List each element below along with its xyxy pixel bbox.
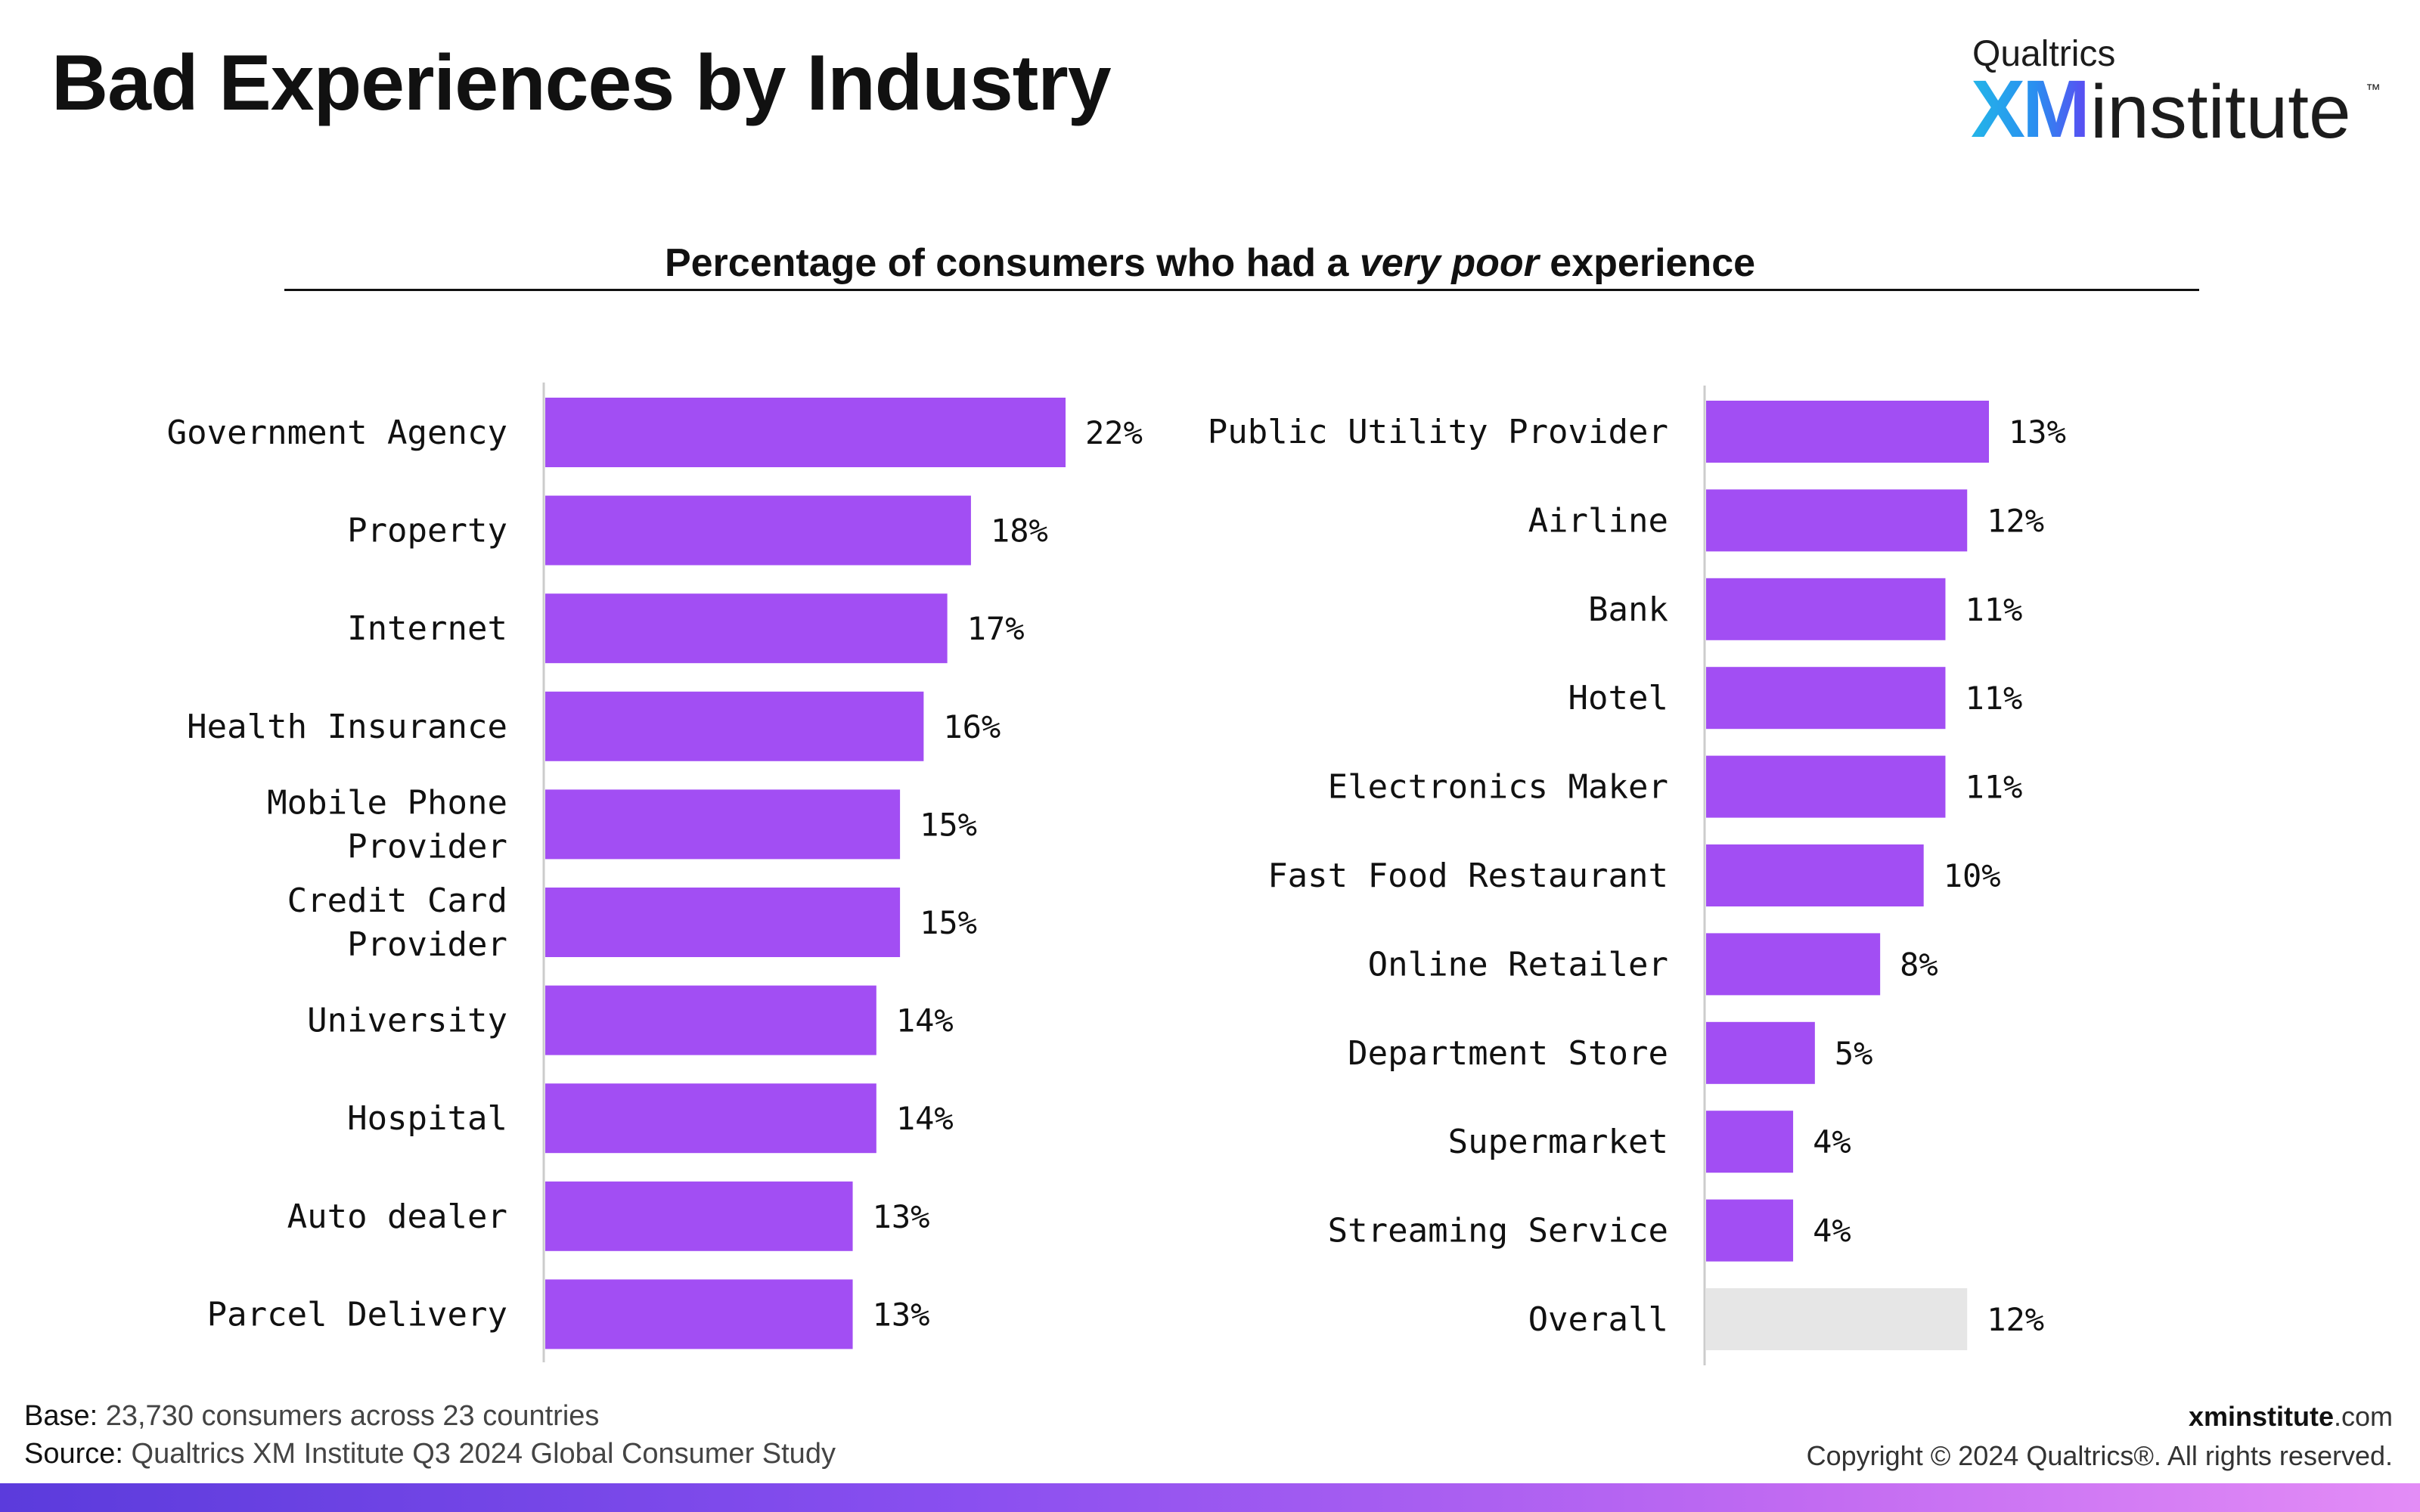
chart-2-bar (1706, 667, 1946, 730)
chart-1-bar (545, 691, 924, 761)
chart-1-category-label: Health Insurance (187, 708, 507, 746)
chart-2-bar (1706, 1021, 1815, 1084)
chart-1-value-label: 15% (920, 806, 977, 843)
chart-1-bar (545, 1083, 876, 1154)
chart-1-value-label: 13% (873, 1296, 930, 1333)
chart-2-value-label: 11% (1965, 680, 2022, 717)
chart-1-value-label: 18% (991, 513, 1048, 550)
chart-2-value-label: 5% (1835, 1035, 1873, 1072)
bar-charts: 22% Government Agency 18% Property 17% Intern… (167, 383, 2066, 1365)
chart-2-category-label: Overall (1528, 1300, 1668, 1339)
subtitle-prefix: Percentage of consumers who had a (664, 241, 1360, 285)
chart-1-value-label: 14% (896, 1100, 954, 1137)
chart-2-category-label: Airline (1528, 501, 1668, 540)
logo-trademark: ™ (2366, 82, 2381, 98)
subtitle-rule (284, 289, 2199, 291)
chart-2-bar (1706, 1199, 1794, 1262)
chart-2-value-label: 4% (1813, 1123, 1851, 1160)
chart-1-bar (545, 398, 1066, 467)
site-light: .com (2333, 1401, 2393, 1432)
chart-2-value-label: 12% (1987, 1301, 2044, 1338)
footer-copyright: xminstitute.com Copyright © 2024 Qualtri… (1807, 1397, 2393, 1476)
chart-2-value-label: 8% (1900, 946, 1938, 983)
chart-1-bar (545, 495, 971, 565)
chart-2-value-label: 11% (1965, 591, 2022, 628)
chart-2-category-label: Bank (1588, 590, 1668, 629)
chart-2-value-label: 10% (1944, 857, 2001, 894)
source-note: Source: Qualtrics XM Institute Q3 2024 G… (24, 1435, 836, 1473)
chart-2-category-label: Streaming Service (1328, 1212, 1668, 1250)
logo-institute-text: institute (2090, 70, 2351, 154)
chart-1-category-label: Property (347, 512, 507, 550)
chart-1-value-label: 15% (920, 904, 977, 941)
chart-2-category-label: Public Utility Provider (1208, 413, 1668, 451)
qualtrics-xm-institute-logo: Qualtrics XM institute ™ (1957, 29, 2381, 150)
chart-2-category-label: Hotel (1568, 679, 1668, 717)
subtitle-emphasis: very poor (1359, 241, 1539, 285)
chart-1-category-label: Provider (347, 827, 507, 866)
base-note: Base: 23,730 consumers across 23 countri… (24, 1397, 836, 1435)
chart-1-value-label: 22% (1085, 414, 1143, 451)
chart-1-bar (545, 888, 901, 957)
chart-2-category-label: Electronics Maker (1328, 768, 1668, 807)
chart-1-bar (545, 1181, 853, 1251)
chart-2-value-label: 11% (1965, 769, 2022, 806)
subtitle-suffix: experience (1538, 241, 1756, 285)
chart-1-category-label: Government Agency (167, 414, 507, 452)
chart-1-value-label: 13% (873, 1198, 930, 1235)
page-title: Bad Experiences by Industry (51, 39, 1112, 127)
site-link[interactable]: xminstitute.com (1807, 1397, 2393, 1436)
chart-2-category-label: Supermarket (1448, 1123, 1668, 1161)
site-bold: xminstitute (2188, 1401, 2334, 1432)
chart-2-bar (1706, 489, 1968, 552)
chart-2-bar (1706, 401, 1989, 463)
chart-1-value-label: 14% (896, 1002, 954, 1040)
chart-2-bar (1706, 1288, 1968, 1350)
chart-2-bar (1706, 1111, 1794, 1173)
chart-2-bar (1706, 578, 1946, 640)
source-label: Source: (24, 1438, 123, 1470)
chart-1-category-label: Internet (347, 609, 507, 648)
chart-2-category-label: Online Retailer (1368, 945, 1668, 984)
base-text: 23,730 consumers across 23 countries (98, 1400, 600, 1432)
chart-1-category-label: University (307, 1002, 507, 1040)
chart-1-category-label: Credit Card (287, 881, 507, 920)
chart-2-bar (1706, 844, 1924, 906)
chart-2-category-label: Fast Food Restaurant (1267, 857, 1668, 895)
chart-1-category-label: Auto dealer (287, 1198, 507, 1236)
chart-1-value-label: 17% (967, 610, 1025, 647)
chart-1-category-label: Mobile Phone (267, 783, 507, 822)
logo-xm-text: XM (1971, 63, 2090, 154)
chart-1-category-label: Provider (347, 925, 507, 964)
chart-1-category-label: Hospital (347, 1099, 507, 1138)
chart-1-bar (545, 1279, 853, 1349)
chart-1-category-label: Parcel Delivery (207, 1295, 507, 1334)
chart-2-category-label: Department Store (1348, 1034, 1668, 1073)
chart-2-value-label: 4% (1813, 1213, 1851, 1250)
chart-2-value-label: 12% (1987, 502, 2044, 539)
chart-1-value-label: 16% (943, 708, 1001, 745)
copyright-text: Copyright © 2024 Qualtrics®. All rights … (1806, 1440, 2393, 1471)
chart-1-bar (545, 789, 901, 860)
chart-2-value-label: 13% (2009, 414, 2066, 451)
source-text: Qualtrics XM Institute Q3 2024 Global Co… (123, 1438, 836, 1470)
bottom-gradient-bar (0, 1483, 2420, 1512)
base-label: Base: (24, 1400, 98, 1432)
footer-notes: Base: 23,730 consumers across 23 countri… (24, 1397, 836, 1473)
chart-2-bar (1706, 933, 1881, 996)
chart-1-bar (545, 985, 876, 1055)
chart-1-bar (545, 593, 948, 664)
chart-subtitle: Percentage of consumers who had a very p… (0, 240, 2420, 286)
logo-qualtrics-text: Qualtrics (1972, 34, 2116, 74)
chart-2-bar (1706, 755, 1946, 818)
